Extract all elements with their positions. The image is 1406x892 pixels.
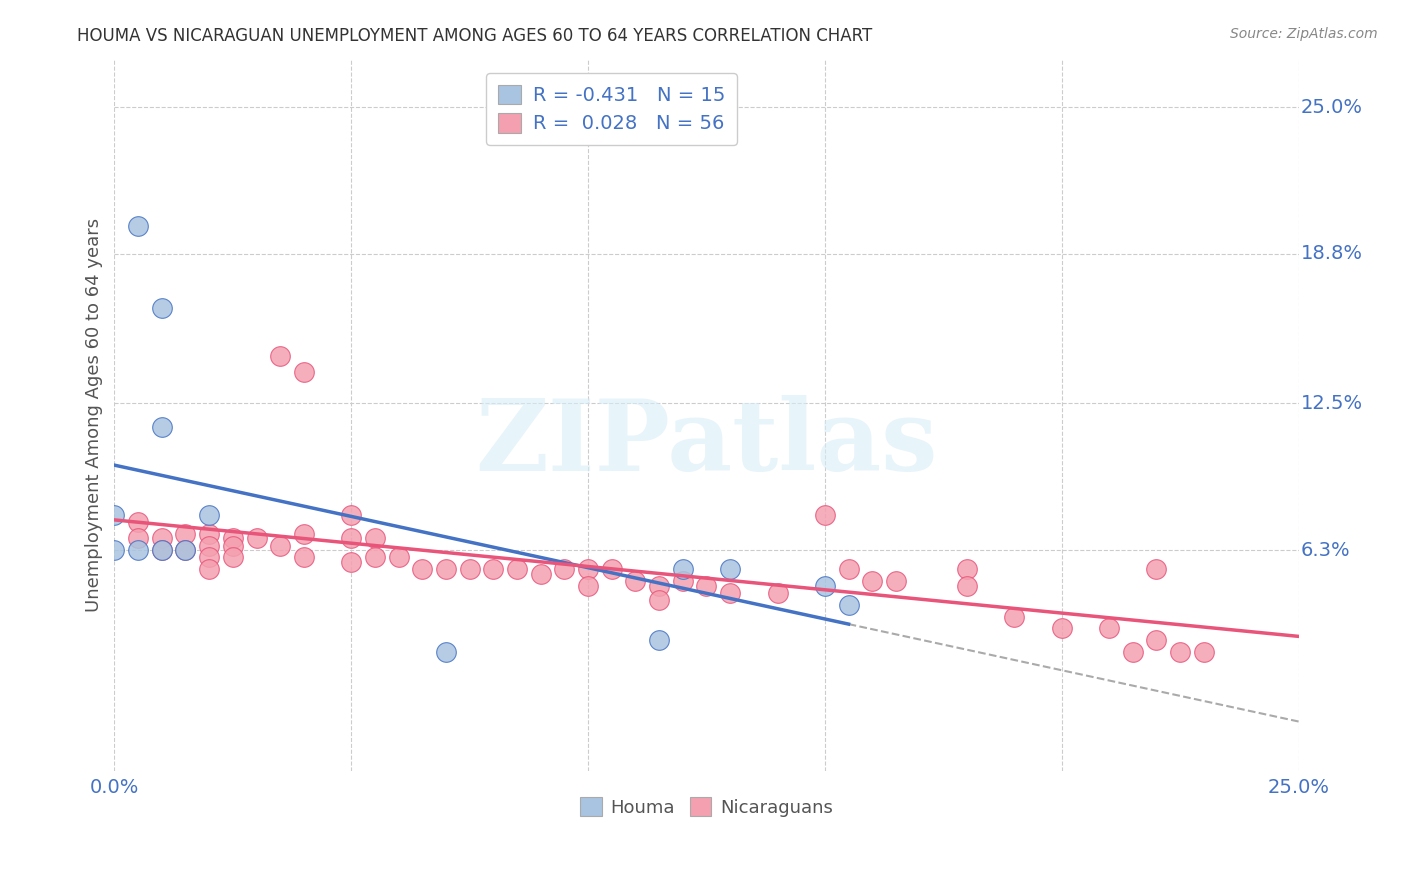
Point [718, 586, 741, 600]
Text: ZIPatlas: ZIPatlas [475, 395, 938, 492]
Point [127, 543, 149, 558]
Point [458, 562, 481, 576]
Point [1192, 645, 1215, 659]
Point [672, 562, 695, 576]
Point [1146, 562, 1168, 576]
Point [198, 539, 221, 553]
Point [600, 562, 623, 576]
Point [1168, 645, 1191, 659]
Point [222, 550, 245, 565]
Text: 25.0%: 25.0% [1268, 778, 1330, 797]
Point [198, 550, 221, 565]
Point [434, 562, 457, 576]
Text: 18.8%: 18.8% [1301, 244, 1362, 263]
Point [624, 574, 647, 588]
Point [956, 562, 979, 576]
Point [1146, 633, 1168, 648]
Point [174, 543, 197, 558]
Point [150, 420, 173, 434]
Point [553, 562, 575, 576]
Point [174, 526, 197, 541]
Point [269, 539, 291, 553]
Point [388, 550, 411, 565]
Point [814, 508, 837, 522]
Point [1002, 609, 1025, 624]
Point [292, 526, 315, 541]
Point [434, 645, 457, 659]
Point [1098, 622, 1121, 636]
Legend: Houma, Nicaraguans: Houma, Nicaraguans [571, 789, 842, 826]
Point [222, 539, 245, 553]
Y-axis label: Unemployment Among Ages 60 to 64 years: Unemployment Among Ages 60 to 64 years [86, 218, 103, 612]
Point [364, 532, 387, 546]
Text: 25.0%: 25.0% [1301, 97, 1362, 117]
Point [127, 532, 149, 546]
Point [695, 579, 717, 593]
Point [482, 562, 505, 576]
Point [814, 579, 837, 593]
Text: 12.5%: 12.5% [1301, 393, 1362, 413]
Text: 0.0%: 0.0% [90, 778, 139, 797]
Point [103, 543, 125, 558]
Point [340, 555, 363, 569]
Point [292, 550, 315, 565]
Point [838, 562, 860, 576]
Point [198, 562, 221, 576]
Point [884, 574, 907, 588]
Point [648, 633, 671, 648]
Text: HOUMA VS NICARAGUAN UNEMPLOYMENT AMONG AGES 60 TO 64 YEARS CORRELATION CHART: HOUMA VS NICARAGUAN UNEMPLOYMENT AMONG A… [77, 27, 873, 45]
Point [576, 562, 599, 576]
Text: 6.3%: 6.3% [1301, 541, 1351, 560]
Point [411, 562, 433, 576]
Point [174, 543, 197, 558]
Point [340, 532, 363, 546]
Point [860, 574, 883, 588]
Point [718, 562, 741, 576]
Point [127, 515, 149, 529]
Point [292, 366, 315, 380]
Point [648, 579, 671, 593]
Point [576, 579, 599, 593]
Point [127, 219, 149, 233]
Point [269, 349, 291, 363]
Point [198, 526, 221, 541]
Point [1122, 645, 1144, 659]
Point [150, 532, 173, 546]
Point [150, 543, 173, 558]
Point [506, 562, 529, 576]
Point [672, 574, 695, 588]
Point [648, 593, 671, 607]
Point [1050, 622, 1073, 636]
Point [103, 508, 125, 522]
Point [150, 543, 173, 558]
Point [340, 508, 363, 522]
Point [838, 598, 860, 612]
Point [364, 550, 387, 565]
Point [245, 532, 267, 546]
Point [766, 586, 789, 600]
Point [530, 566, 553, 581]
Point [198, 508, 221, 522]
Point [956, 579, 979, 593]
Point [150, 301, 173, 316]
Text: Source: ZipAtlas.com: Source: ZipAtlas.com [1230, 27, 1378, 41]
Point [222, 532, 245, 546]
